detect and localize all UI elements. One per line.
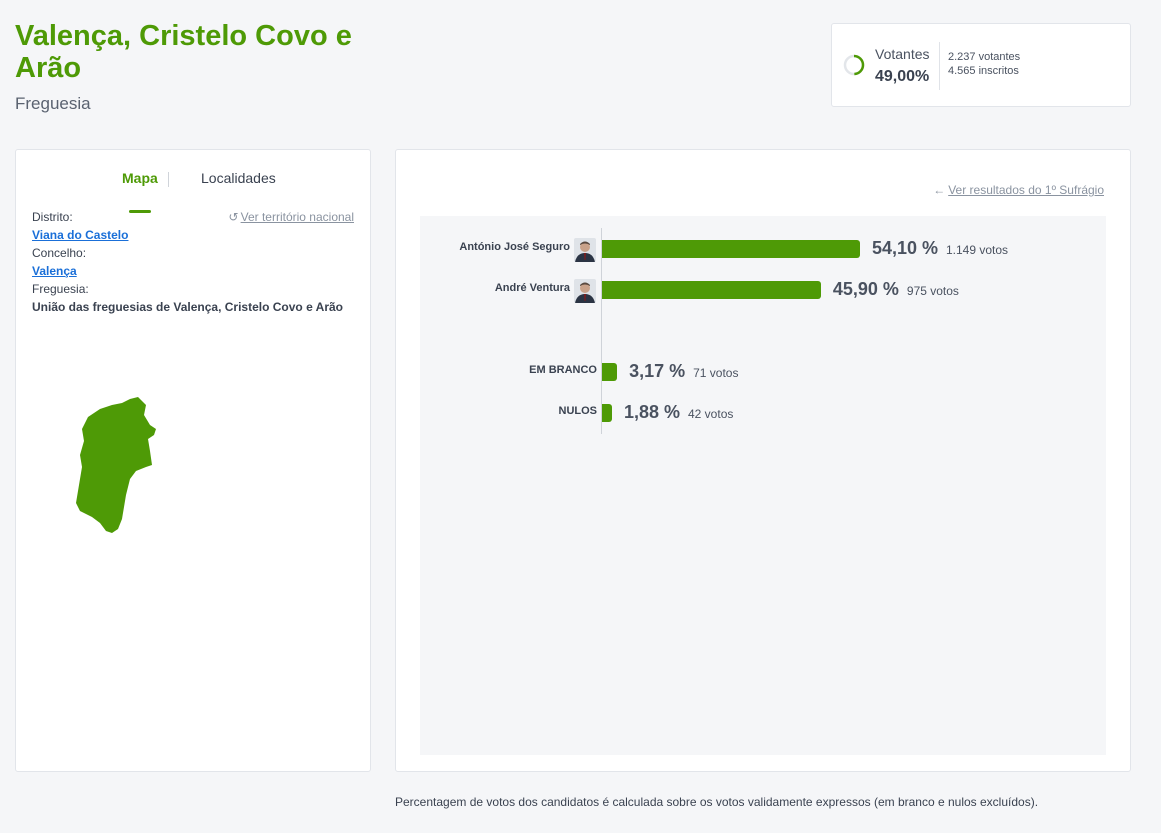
page-subtitle: Freguesia — [15, 94, 91, 113]
others-votes: 42 votos — [688, 407, 734, 421]
turnout-label: Votantes — [875, 46, 930, 62]
back-to-national-label: Ver território nacional — [240, 210, 354, 224]
page-title: Valença, Cristelo Covo e Arão — [15, 20, 352, 84]
others-votes: 71 votos — [693, 366, 739, 380]
first-round-results-link[interactable]: ← Ver resultados do 1º Sufrágio — [933, 183, 1104, 197]
parish-value: União das freguesias de Valença, Cristel… — [32, 300, 343, 314]
turnout-card: Votantes 49,00% 2.237 votantes 4.565 ins… — [831, 23, 1131, 107]
tab-mapa[interactable]: Mapa — [122, 170, 158, 186]
municipality-link[interactable]: Valença — [32, 264, 77, 278]
candidates-name: António José Seguro — [459, 241, 570, 253]
others-bar — [602, 363, 618, 381]
others-name: EM BRANCO — [529, 364, 597, 376]
chart-axis-line — [601, 228, 602, 434]
results-panel: ← Ver resultados do 1º Sufrágio António J… — [395, 149, 1131, 772]
active-tab-indicator — [129, 210, 151, 213]
candidate-photo — [574, 279, 596, 303]
back-to-national-link[interactable]: ↺ Ver território nacional — [229, 208, 354, 226]
others-bar — [602, 404, 612, 422]
tab-localidades[interactable]: Localidades — [201, 170, 276, 186]
arrow-left-icon: ← — [933, 183, 946, 197]
candidates-percentage: 54,10 % — [872, 238, 939, 258]
municipality-label: Concelho: — [32, 246, 87, 260]
others-row: NULOS 1,88 % 42 votos — [420, 402, 1106, 424]
candidates-percentage: 45,90 % — [832, 279, 899, 299]
candidates-row: André Ventura 45,90 % 975 votos — [420, 279, 1106, 303]
location-breadcrumb: Distrito: Viana do Castelo Concelho: Val… — [32, 208, 362, 316]
others-percentage: 3,17 % — [629, 361, 686, 381]
turnout-percentage: 49,00% — [875, 68, 930, 85]
district-label: Distrito: — [32, 210, 73, 224]
turnout-ring-icon — [843, 54, 865, 76]
district-link[interactable]: Viana do Castelo — [32, 228, 129, 242]
others-row: EM BRANCO 3,17 % 71 votos — [420, 361, 1106, 383]
turnout-divider — [939, 42, 940, 90]
candidates-votes: 1.149 votos — [946, 243, 1009, 257]
others-percentage: 1,88 % — [624, 402, 681, 422]
results-chart: António José Seguro 54,10 % 1.149 votos And… — [420, 216, 1106, 755]
panel-tabs: Mapa Localidades — [16, 170, 370, 213]
turnout-voters: 2.237 votantes — [948, 51, 1021, 63]
tab-separator — [168, 172, 169, 187]
candidates-votes: 975 votos — [906, 284, 959, 298]
footnote: Percentagem de votos dos candidatos é ca… — [395, 795, 1039, 809]
first-round-label: Ver resultados do 1º Sufrágio — [948, 183, 1104, 197]
candidate-photo — [574, 238, 596, 262]
candidates-row: António José Seguro 54,10 % 1.149 votos — [420, 238, 1106, 262]
turnout-registered: 4.565 inscritos — [948, 65, 1019, 77]
parish-shape — [76, 397, 156, 533]
parish-label: Freguesia: — [32, 282, 89, 296]
others-name: NULOS — [558, 405, 598, 417]
undo-icon: ↺ — [228, 210, 239, 224]
candidates-bar — [602, 281, 821, 299]
parish-map[interactable] — [74, 395, 160, 535]
candidates-bar — [602, 240, 860, 258]
candidates-name: André Ventura — [494, 282, 570, 294]
location-panel: Mapa Localidades ↺ Ver território naciona… — [15, 149, 371, 772]
